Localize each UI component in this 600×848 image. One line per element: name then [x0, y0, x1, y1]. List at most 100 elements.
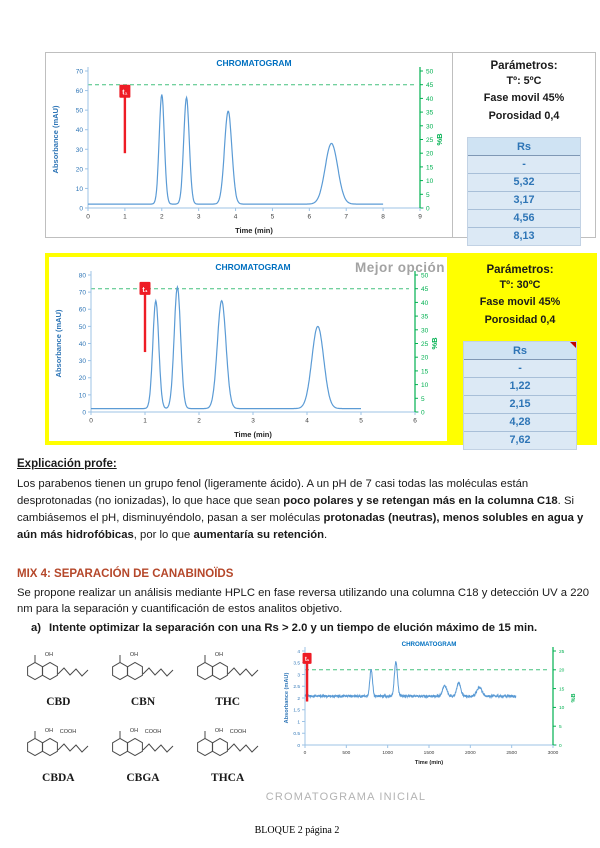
- chart-text: OH: [45, 728, 53, 734]
- chart-text: 6: [413, 418, 417, 425]
- chart-text: 0.5: [293, 731, 300, 737]
- chart-text: OH: [215, 728, 223, 734]
- chart-text: 3: [251, 418, 255, 425]
- chart-text: 20: [76, 166, 84, 173]
- chart-text: %B: [435, 133, 444, 146]
- chart-text: 0: [79, 205, 83, 212]
- chart-text: t₁: [122, 90, 127, 97]
- chart-text: Time (min): [235, 226, 273, 235]
- chart-text: 70: [79, 290, 87, 297]
- list-item: -: [464, 359, 576, 378]
- chart-text: CHROMATOGRAM: [216, 58, 291, 68]
- best-option-label: Mejor opción: [355, 260, 445, 275]
- chart-text: 80: [79, 272, 87, 279]
- chromatogram-parabens-5C: CHROMATOGRAM0102030405060700510152025303…: [48, 54, 452, 236]
- chart-text: 1000: [382, 750, 393, 756]
- chart-text: t₁: [305, 657, 310, 663]
- chart-text: 10: [76, 186, 84, 193]
- chart-text: 3: [297, 672, 300, 678]
- chart-text: 60: [79, 307, 87, 314]
- chart-text: 40: [426, 96, 434, 103]
- chart-text: Time (min): [415, 760, 443, 766]
- chart-text: 25: [421, 341, 429, 348]
- chart-text: CHROMATOGRAM: [215, 262, 290, 272]
- chart-text: 9: [418, 214, 422, 221]
- list-item: Porosidad 0,4: [488, 109, 560, 122]
- chart-text: 0: [304, 750, 307, 756]
- rs-table-30c: Rs -1,22 2,15 4,28 7,62: [463, 340, 577, 450]
- chart-text: 50: [426, 68, 434, 75]
- chart-text: Absorbance (mAU): [284, 673, 290, 724]
- molecule-structure: OH: [27, 652, 89, 681]
- text-run: . Si cambiásemos el pH, disminuyéndolo, …: [17, 495, 574, 525]
- chart-text: 0: [297, 743, 300, 749]
- chart-text: 60: [76, 88, 84, 95]
- params-panel-30c: Parámetros: Tº: 30ºC Fase movil 45% Porosi…: [447, 257, 593, 450]
- params-title: Parámetros:: [490, 60, 558, 72]
- chromatogram-initial: CHROMATOGRAM 0 0.5 1 1.5 2 2.5 3 3.5 4 0 5 10 15 20 25 0…: [281, 639, 589, 772]
- chart-text: 5: [559, 724, 562, 730]
- mix4-block: MIX 4: SEPARACIÓN DE CANABINOÏDS Se prop…: [17, 566, 591, 637]
- rs-table-header: Rs: [468, 137, 580, 156]
- retention-time-marker: t₁: [302, 652, 312, 664]
- chart-text: COOH: [60, 729, 77, 735]
- chart-text: OH: [130, 652, 138, 658]
- chart-text: Time (min): [234, 430, 272, 439]
- chart-text: 0: [86, 214, 90, 221]
- chromatogram-parabens-30C: CHROMATOGRAM0102030405060708005101520253…: [51, 258, 447, 440]
- chart-text: 1: [297, 719, 300, 725]
- molecule-label: THCA: [211, 772, 245, 784]
- chart-text: 20: [426, 151, 434, 158]
- molecule-label: CBGA: [126, 772, 160, 784]
- molecule-structure: OH COOH: [27, 728, 89, 757]
- chart-text: 1: [143, 418, 147, 425]
- chart-text: 2: [197, 418, 201, 425]
- chart-text: 8: [381, 214, 385, 221]
- chart-text: 5: [421, 396, 425, 403]
- chart-text: 70: [76, 68, 84, 75]
- chart-text: 4: [305, 418, 309, 425]
- chart-text: 3000: [548, 750, 559, 756]
- list-item: 1,22: [464, 377, 576, 396]
- chromatogram-curve: [304, 661, 517, 700]
- molecule-grid: OH CBD OH CBN OH THC OH COOH CBDA OH COOH CBGA OH COO…: [16, 644, 270, 784]
- chart-text: 2500: [506, 750, 517, 756]
- chart-text: 30: [421, 327, 429, 334]
- item-a-label: a): [31, 622, 42, 635]
- text-run: poco polares y se retengan más en la col…: [283, 495, 558, 508]
- molecule-card: OH COOH CBGA: [101, 720, 186, 784]
- molecule-card: OH CBD: [16, 644, 101, 708]
- rs-table-values: -5,32 3,17 4,56 8,13: [468, 155, 580, 245]
- chart-text: 2: [297, 696, 300, 702]
- molecule-card: OH COOH THCA: [185, 720, 270, 784]
- chart-text: 5: [426, 192, 430, 199]
- chart-text: 25: [559, 649, 565, 655]
- chart-text: 10: [426, 178, 434, 185]
- list-item: Fase movil 45%: [479, 296, 561, 309]
- chart-text: 20: [421, 355, 429, 362]
- chart-text: 500: [342, 750, 350, 756]
- chart-text: 15: [559, 686, 565, 692]
- retention-time-marker: t₁: [139, 281, 151, 295]
- chart-text: 45: [421, 286, 429, 293]
- chromatogram-30c: Mejor opción CHROMATOGRAM 0 10 20 30 40 50 60 70…: [49, 257, 447, 441]
- text-run: , por lo que: [133, 529, 194, 542]
- molecule-label: CBD: [46, 696, 71, 708]
- chart-text: 40: [79, 341, 87, 348]
- chromatogram-curve: [88, 94, 384, 205]
- chart-text: 10: [421, 382, 429, 389]
- text-run: .: [324, 529, 328, 542]
- chart-text: OH: [45, 652, 53, 658]
- chart-text: 10: [559, 705, 565, 711]
- chart-text: OH: [215, 652, 223, 658]
- text-run: Los parabenos tienen un grupo fenol (lig…: [17, 478, 529, 508]
- chart-text: 40: [76, 127, 84, 134]
- chart-text: 2000: [465, 750, 476, 756]
- chart-text: 4: [297, 649, 300, 655]
- list-item: 3,17: [468, 191, 580, 210]
- chart-text: 20: [559, 668, 565, 674]
- list-item: 7,62: [464, 431, 576, 449]
- chart-text: 0: [421, 409, 425, 416]
- chart-text: 25: [426, 137, 434, 144]
